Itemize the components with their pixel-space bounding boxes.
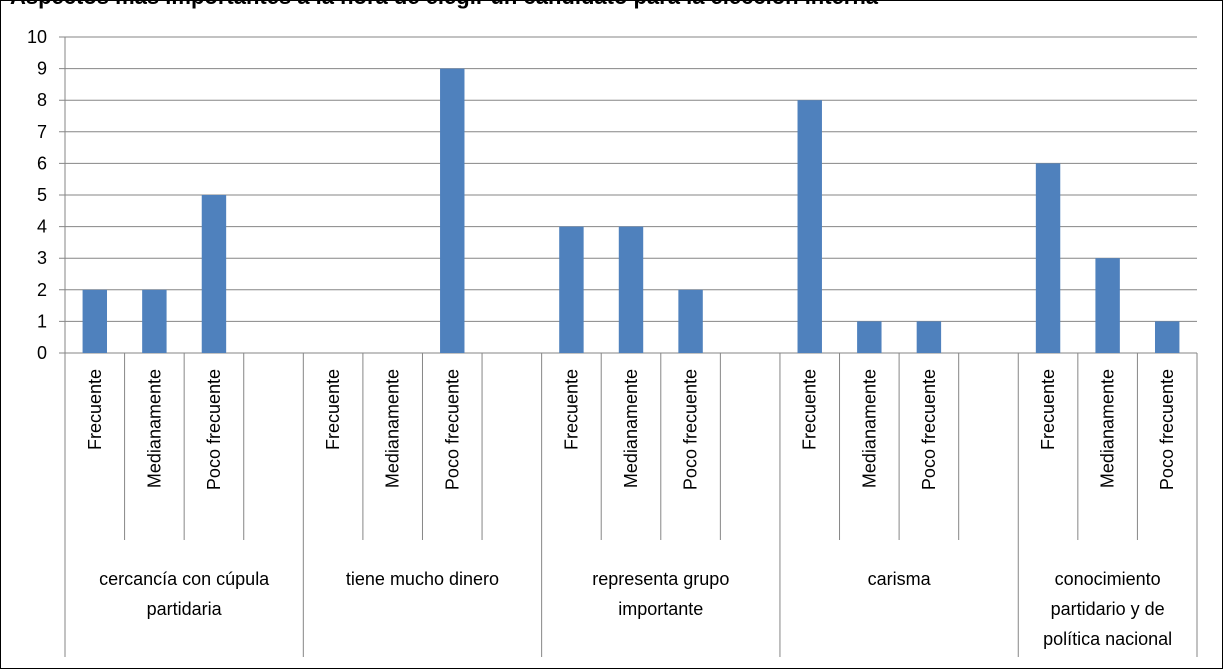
group-label: importante bbox=[618, 599, 703, 619]
category-label: Frecuente bbox=[800, 369, 820, 450]
labels: 0 1 2 3 4 5 6 7 8 9 10 Frecuente Medianamente Poco fr… bbox=[27, 27, 1177, 649]
group-label: tiene mucho dinero bbox=[346, 569, 499, 589]
category-label: Medianamente bbox=[144, 369, 164, 488]
bar bbox=[916, 321, 942, 353]
group-label: cercancía con cúpula bbox=[99, 569, 270, 589]
bar bbox=[1095, 258, 1120, 353]
category-label: Poco frecuente bbox=[919, 369, 939, 490]
y-tick-label: 4 bbox=[37, 217, 47, 237]
group-label: carisma bbox=[868, 569, 932, 589]
category-label: Poco frecuente bbox=[1157, 369, 1177, 490]
bar bbox=[201, 195, 227, 353]
y-tick-label: 9 bbox=[37, 59, 47, 79]
category-label: Medianamente bbox=[383, 369, 403, 488]
category-label: Poco frecuente bbox=[442, 369, 462, 490]
bar bbox=[440, 68, 465, 353]
y-tick-label: 2 bbox=[37, 280, 47, 300]
category-label: Medianamente bbox=[621, 369, 641, 488]
bars bbox=[82, 68, 1180, 353]
bar bbox=[1035, 163, 1061, 353]
y-tick-label: 0 bbox=[37, 343, 47, 363]
bar bbox=[1154, 321, 1180, 353]
bar bbox=[797, 100, 822, 353]
category-label: Frecuente bbox=[323, 369, 343, 450]
category-label: Poco frecuente bbox=[681, 369, 701, 490]
y-tick-label: 8 bbox=[37, 90, 47, 110]
bar bbox=[678, 289, 703, 353]
bar bbox=[82, 289, 108, 353]
group-label: partidaria bbox=[147, 599, 223, 619]
group-label: política nacional bbox=[1043, 629, 1172, 649]
group-label: conocimiento bbox=[1055, 569, 1161, 589]
group-label: partidario y de bbox=[1051, 599, 1165, 619]
y-tick-label: 5 bbox=[37, 185, 47, 205]
category-label: Frecuente bbox=[1038, 369, 1058, 450]
bar bbox=[559, 226, 584, 353]
category-label: Poco frecuente bbox=[204, 369, 224, 490]
y-tick-label: 1 bbox=[37, 311, 47, 331]
y-tick-label: 3 bbox=[37, 248, 47, 268]
bar bbox=[618, 226, 644, 353]
category-label: Medianamente bbox=[859, 369, 879, 488]
bar bbox=[857, 321, 882, 353]
y-tick-label: 7 bbox=[37, 122, 47, 142]
chart-title: Aspectos más importantes a la hora de el… bbox=[10, 0, 879, 9]
y-tick-label: 6 bbox=[37, 153, 47, 173]
bar bbox=[142, 289, 167, 353]
y-tick-label: 10 bbox=[27, 27, 47, 47]
category-label: Frecuente bbox=[85, 369, 105, 450]
category-label: Medianamente bbox=[1098, 369, 1118, 488]
category-label: Frecuente bbox=[561, 369, 581, 450]
group-label: representa grupo bbox=[592, 569, 729, 589]
